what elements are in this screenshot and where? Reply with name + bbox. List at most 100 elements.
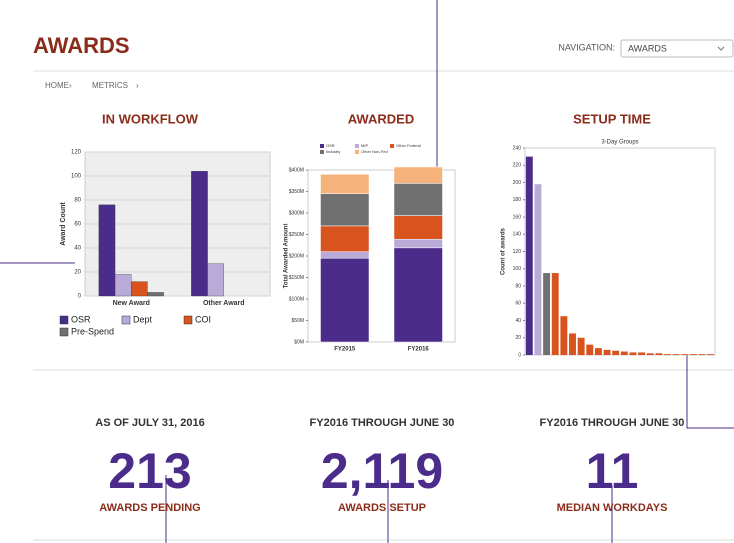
bar — [629, 352, 637, 355]
y-tick-label: $300M — [289, 210, 304, 216]
bar-segment — [393, 215, 443, 240]
legend-swatch — [121, 315, 131, 325]
legend-swatch — [355, 150, 359, 154]
bar-segment — [393, 183, 443, 216]
bar — [612, 350, 620, 355]
bar — [698, 354, 706, 355]
stat-label: MEDIAN WORKDAYS — [557, 502, 668, 514]
legend-label: OSR — [71, 314, 91, 324]
bar — [594, 348, 602, 355]
bar — [98, 204, 116, 297]
bar — [620, 351, 628, 355]
y-tick-label: 140 — [513, 232, 522, 238]
stat-label: AWARDS PENDING — [99, 502, 200, 514]
bar-segment — [393, 166, 443, 184]
y-axis-label: Award Count — [60, 202, 67, 246]
bar-segment — [393, 247, 443, 343]
y-tick-label: 120 — [513, 249, 522, 255]
nav-value: AWARDS — [628, 43, 667, 53]
y-tick-label: 20 — [74, 270, 81, 276]
bar — [569, 333, 576, 355]
stat-value: 2,119 — [321, 443, 443, 499]
y-tick-label: 0 — [518, 352, 521, 358]
bar — [672, 354, 680, 355]
legend-swatch — [183, 315, 193, 325]
y-tick-label: 20 — [515, 335, 521, 341]
section-title: AWARDED — [348, 111, 414, 126]
breadcrumb-sep: › — [69, 81, 72, 90]
bar — [543, 273, 551, 355]
page-title: AWARDS — [33, 33, 130, 58]
y-tick-label: 80 — [74, 198, 81, 204]
y-tick-label: 60 — [515, 301, 521, 307]
legend-label: Industry — [326, 149, 340, 154]
y-tick-label: 180 — [513, 197, 522, 203]
y-tick-label: 100 — [71, 174, 82, 180]
section-title: IN WORKFLOW — [102, 111, 199, 126]
breadcrumb[interactable]: METRICS — [92, 81, 128, 90]
section-title: SETUP TIME — [573, 111, 651, 126]
bar — [655, 353, 663, 355]
y-tick-label: 160 — [513, 214, 522, 220]
breadcrumb[interactable]: HOME — [45, 81, 69, 90]
stat-value: 11 — [586, 443, 639, 499]
bar — [586, 344, 594, 355]
bar — [689, 354, 697, 355]
y-axis-label: Total Awarded Amount — [284, 224, 290, 289]
nav-select[interactable] — [620, 39, 734, 58]
x-tick-label: FY2016 — [408, 347, 430, 353]
stat-caption: FY2016 THROUGH JUNE 30 — [310, 417, 455, 429]
bar — [646, 353, 654, 355]
stat-value: 213 — [108, 443, 191, 499]
y-tick-label: $400M — [289, 167, 304, 173]
bar — [577, 337, 585, 355]
y-tick-label: 0 — [78, 294, 82, 300]
bar-segment — [393, 238, 443, 249]
y-tick-label: 240 — [513, 145, 522, 151]
y-tick-label: 220 — [513, 163, 522, 169]
stat-caption: FY2016 THROUGH JUNE 30 — [540, 417, 685, 429]
y-tick-label: $350M — [289, 189, 304, 195]
breadcrumb-sep: › — [136, 81, 139, 90]
stat-caption: AS OF JULY 31, 2016 — [95, 417, 204, 429]
y-tick-label: $50M — [291, 318, 304, 324]
legend-label: OSR — [326, 143, 335, 148]
bar-segment — [320, 225, 370, 252]
bar — [603, 349, 611, 355]
bar — [191, 171, 208, 297]
bar-segment — [320, 193, 370, 227]
y-tick-label: 120 — [71, 150, 82, 156]
bar — [131, 281, 148, 297]
y-tick-label: $200M — [289, 253, 304, 259]
x-tick-label: New Award — [113, 300, 150, 307]
y-tick-label: $100M — [289, 296, 304, 302]
bar-segment — [320, 174, 370, 194]
bar — [114, 274, 132, 297]
bar — [525, 156, 533, 355]
bar — [534, 184, 542, 355]
legend-swatch — [320, 144, 324, 148]
x-tick-label: FY2015 — [334, 347, 356, 353]
bar-segment — [320, 251, 370, 259]
legend-label: Other Federal — [396, 143, 421, 148]
y-tick-label: 80 — [515, 283, 521, 289]
bar-segment — [320, 257, 370, 343]
legend-label: MIP — [361, 143, 368, 148]
chart-title: 3-Day Groups — [601, 140, 638, 146]
legend-swatch — [320, 150, 324, 154]
y-tick-label: 100 — [513, 266, 522, 272]
bar — [147, 292, 164, 297]
bar — [664, 354, 671, 355]
nav-label: NAVIGATION: — [558, 42, 615, 52]
legend-swatch — [390, 144, 394, 148]
y-tick-label: 40 — [74, 246, 81, 252]
bar — [207, 263, 224, 297]
y-axis-label: Count of awards — [501, 227, 507, 275]
legend-label: COI — [195, 314, 211, 324]
y-tick-label: $150M — [289, 275, 304, 281]
bar — [560, 316, 568, 355]
legend-swatch — [59, 327, 69, 337]
legend-swatch — [59, 315, 69, 325]
bar — [638, 352, 646, 355]
legend-label: Dept — [133, 314, 153, 324]
